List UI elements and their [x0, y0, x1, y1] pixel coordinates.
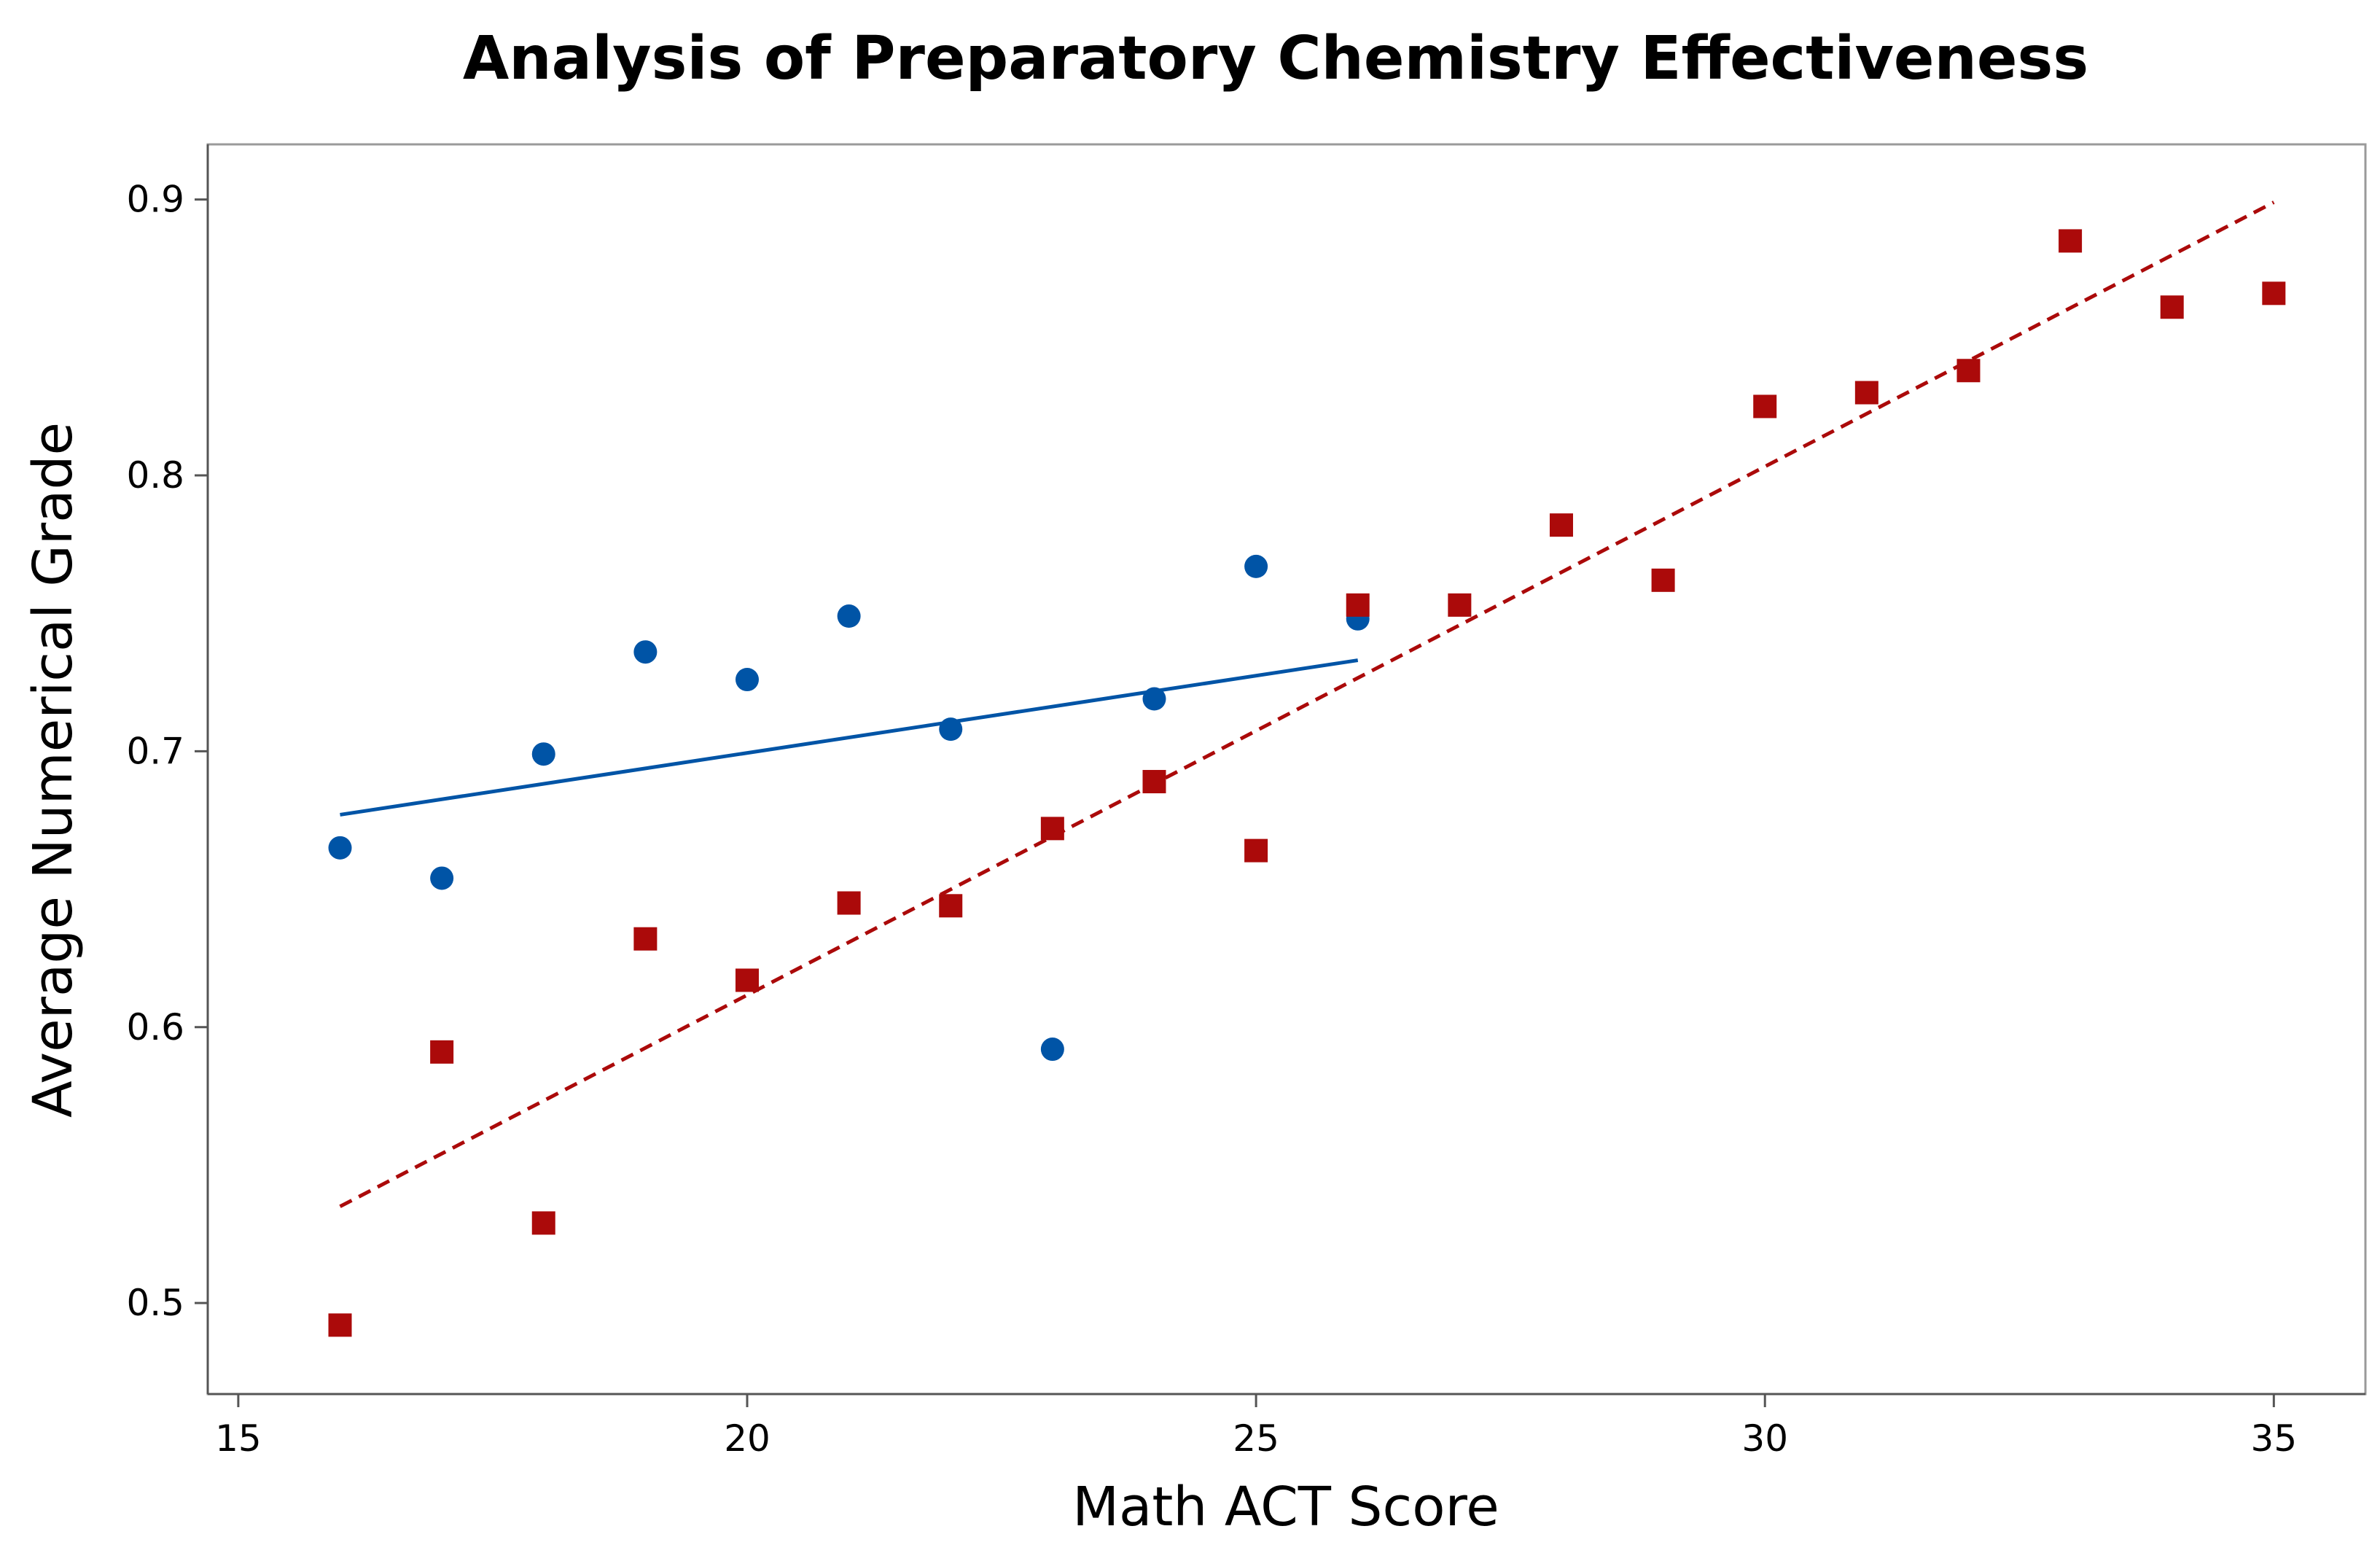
blue-point [328, 836, 352, 860]
red-point [328, 1313, 352, 1337]
red-point [1448, 593, 1472, 617]
red-point [2262, 281, 2286, 305]
x-tick-label: 30 [1741, 1417, 1788, 1460]
x-axis-label: Math ACT Score [1072, 1476, 1499, 1538]
x-tick-label: 35 [2251, 1417, 2298, 1460]
red-point [1346, 593, 1370, 617]
data-points [328, 229, 2286, 1337]
blue-point [1142, 687, 1166, 711]
red-point [736, 968, 759, 992]
fit-lines [339, 201, 2275, 1208]
red-point [430, 1040, 454, 1064]
y-tick-label: 0.6 [126, 1006, 184, 1048]
red-point [1651, 568, 1675, 592]
red-point [531, 1211, 555, 1235]
x-tick-label: 20 [724, 1417, 770, 1460]
blue-point [837, 604, 861, 628]
red-point [837, 891, 861, 915]
red-point [1854, 381, 1878, 405]
red-fit-line [339, 201, 2275, 1208]
y-tick-label: 0.9 [126, 179, 184, 221]
blue-point [736, 668, 759, 692]
red-point [1549, 513, 1573, 537]
red-point [1142, 770, 1166, 794]
red-point [1244, 838, 1268, 863]
red-point [633, 927, 658, 951]
red-point [1040, 817, 1064, 841]
axis-ticks: 15 20 25 30 35 0.5 0.6 0.7 0.8 0.9 [126, 179, 2297, 1460]
x-tick-label: 25 [1233, 1417, 1279, 1460]
blue-point [430, 866, 454, 890]
x-tick-label: 15 [215, 1417, 262, 1460]
red-point [1956, 359, 1981, 383]
red-point [2160, 295, 2184, 319]
blue-point [1040, 1038, 1064, 1062]
red-point [1753, 394, 1777, 419]
plot-frame [206, 143, 2367, 1396]
blue-point [1244, 554, 1268, 578]
y-tick-label: 0.8 [126, 454, 184, 497]
blue-point [633, 640, 658, 664]
blue-fit-line [340, 658, 1359, 817]
blue-point [939, 717, 963, 742]
y-axis-label: Average Numerical Grade [22, 422, 85, 1118]
blue-point [531, 742, 555, 766]
red-point [2059, 229, 2083, 253]
y-tick-label: 0.7 [126, 730, 184, 772]
y-tick-label: 0.5 [126, 1282, 184, 1324]
chart-title: Analysis of Preparatory Chemistry Effect… [463, 24, 2088, 93]
red-point [939, 894, 963, 918]
